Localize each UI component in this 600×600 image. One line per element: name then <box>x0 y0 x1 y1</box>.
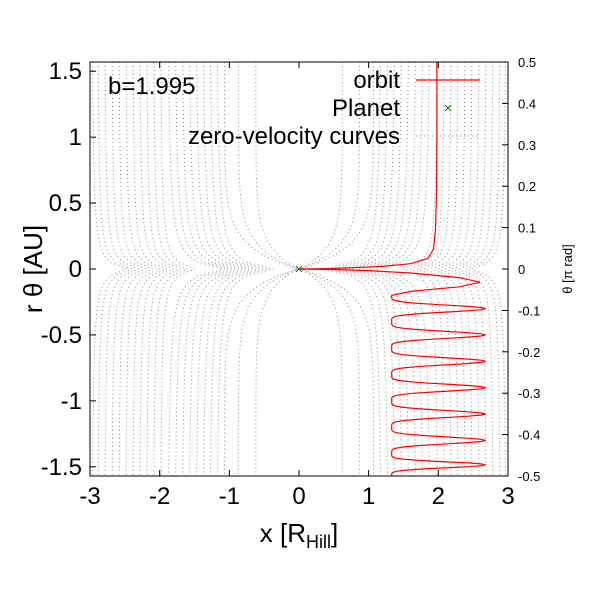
zvc-curve <box>217 61 274 477</box>
y-tick-label: 0.5 <box>49 190 82 217</box>
planet-marker <box>295 265 303 273</box>
y2-tick-label: 0.5 <box>518 55 536 70</box>
y2-tick-label: 0 <box>518 262 525 277</box>
y-axis-label: r θ [AU] <box>18 225 48 313</box>
x-tick-label: 3 <box>501 483 514 510</box>
zvc-curve <box>359 61 416 477</box>
y2-axis-label: θ [π rad] <box>560 244 575 293</box>
orbit-line <box>298 62 486 476</box>
y2-tick-label: -0.1 <box>518 303 540 318</box>
legend: orbit Planet zero-velocity curves <box>188 67 480 150</box>
zvc-curve <box>175 61 232 477</box>
y2-tick-label: 0.3 <box>518 138 536 153</box>
y-tick-label: -1 <box>61 388 82 415</box>
zvc-curve <box>196 61 253 477</box>
zvc-curve <box>203 61 260 477</box>
x-tick-label: 2 <box>432 483 445 510</box>
y-tick-label: -0.5 <box>41 322 82 349</box>
y-tick-label: 1 <box>69 124 82 151</box>
x-tick-label: -2 <box>149 483 170 510</box>
zvc-curve <box>373 62 430 476</box>
y2-tick-label: -0.2 <box>518 345 540 360</box>
y-tick-label: 1.5 <box>49 58 82 85</box>
y2-tick-label: -0.5 <box>518 469 540 484</box>
y2-tick-label: -0.4 <box>518 428 540 443</box>
y-tick-label: 0 <box>69 256 82 283</box>
annotation-b-value: b=1.995 <box>108 73 195 100</box>
zvc-curve <box>338 61 395 477</box>
orbit-series <box>298 62 486 476</box>
zvc-curve <box>352 62 409 476</box>
y2-tick-label: 0.1 <box>518 221 536 236</box>
zvc-curve <box>168 62 225 476</box>
zvc-curve <box>92 62 128 476</box>
zvc-curve <box>470 62 506 476</box>
zvc-curve <box>366 61 423 477</box>
x-tick-label: -1 <box>219 483 240 510</box>
legend-label-zvc: zero-velocity curves <box>188 123 400 150</box>
y2-tick-label: 0.2 <box>518 179 536 194</box>
legend-label-planet: Planet <box>332 95 400 122</box>
zvc-curve <box>210 62 267 476</box>
zvc-curve <box>182 61 239 477</box>
legend-label-orbit: orbit <box>353 67 400 94</box>
y2-tick-label: -0.3 <box>518 386 540 401</box>
zvc-curve <box>345 61 402 477</box>
x-tick-label: 1 <box>362 483 375 510</box>
legend-sample-planet <box>444 104 452 112</box>
x-tick-label: 0 <box>292 483 305 510</box>
y-tick-label: -1.5 <box>41 454 82 481</box>
ticks: -3 -2 -1 0 1 2 3 -1.5 -1 -0.5 0 0.5 1 1.5 -0.5 -0.4 -0.3… <box>41 55 541 510</box>
x-axis-label: x [RHill] <box>260 518 338 552</box>
y2-tick-label: 0.4 <box>518 96 536 111</box>
x-tick-label: -3 <box>79 483 100 510</box>
zvc-curve <box>189 62 246 476</box>
planet-series <box>295 265 303 273</box>
